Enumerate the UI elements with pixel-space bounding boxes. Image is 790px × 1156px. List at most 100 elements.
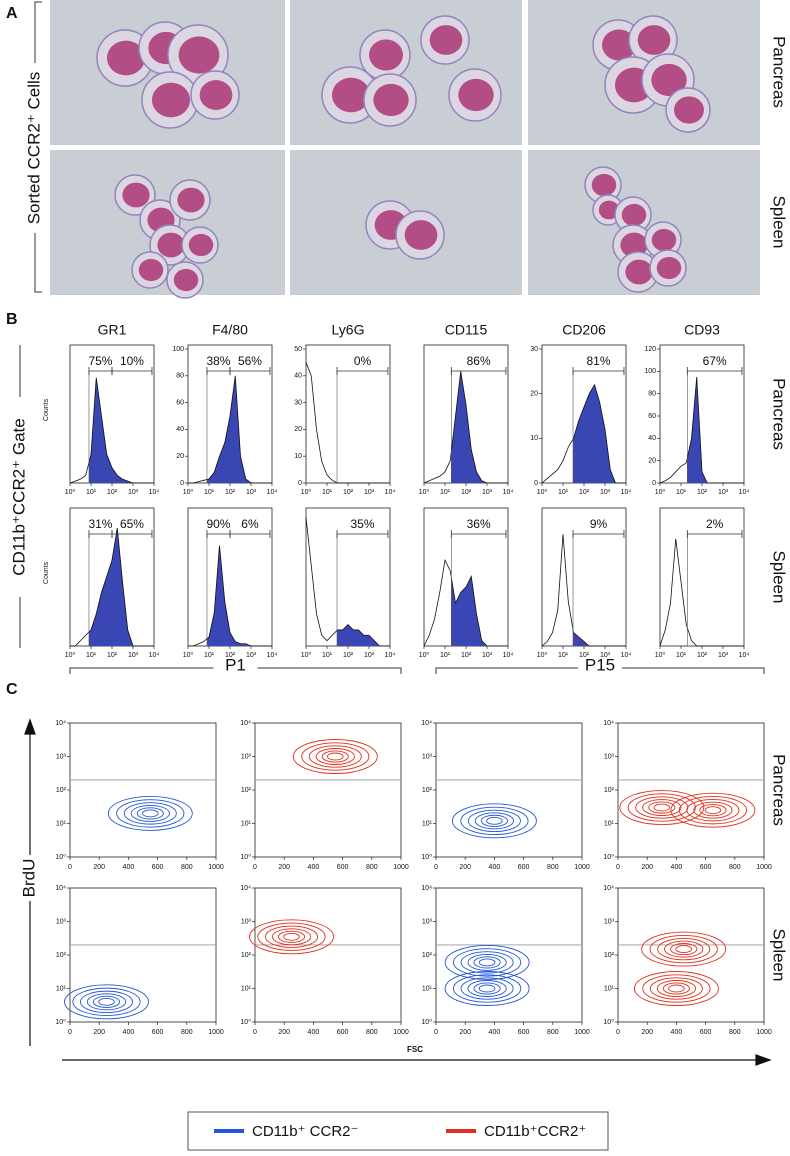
x-tick-label: 10² — [343, 652, 354, 659]
nucleus — [598, 200, 620, 220]
y-tick-label: 10¹ — [604, 820, 615, 827]
y-tick-label: 10¹ — [56, 985, 67, 992]
x-tick-label: 0 — [434, 1029, 438, 1036]
x-tick-label: 10⁰ — [419, 651, 430, 659]
row-label: Pancreas — [770, 754, 789, 826]
contour — [271, 928, 312, 946]
x-tick-label: 10⁴ — [739, 652, 750, 659]
y-tick-label: 10⁴ — [603, 885, 614, 892]
gate-label: 36% — [467, 517, 491, 531]
contour — [116, 799, 185, 828]
x-tick-label: 800 — [366, 1029, 378, 1036]
histogram — [541, 383, 626, 484]
label-background — [8, 397, 32, 597]
contour — [460, 806, 529, 835]
x-tick-label: 10¹ — [204, 652, 215, 659]
gate-bracket — [229, 530, 271, 538]
column-title: Ly6G — [332, 322, 365, 338]
nucleus — [122, 182, 150, 208]
counts-label-group: Counts — [43, 398, 50, 421]
contour — [107, 795, 193, 831]
nucleus — [656, 256, 682, 280]
y-axis-label-group: BrdU — [18, 855, 42, 901]
panel-label: A — [6, 5, 18, 22]
x-tick-label: 10⁴ — [149, 489, 160, 496]
x-tick-label: 10⁴ — [385, 652, 396, 659]
x-tick-label: 10² — [225, 489, 236, 496]
x-tick-label: 1000 — [393, 1029, 409, 1036]
nucleus — [651, 228, 677, 252]
histogram — [70, 528, 154, 647]
contour — [453, 974, 522, 1003]
nucleus — [106, 40, 146, 76]
contour — [473, 982, 501, 995]
counts-label: Counts — [43, 398, 50, 421]
x-tick-label: 200 — [93, 864, 105, 871]
contour — [653, 803, 671, 812]
contour — [453, 948, 522, 977]
x-tick-label: 0 — [68, 1029, 72, 1036]
nucleus — [458, 78, 494, 112]
nucleus — [369, 39, 403, 71]
x-tick-label: 10⁰ — [419, 488, 430, 496]
histogram — [188, 545, 272, 647]
plot-frame — [617, 722, 765, 858]
x-tick-label: 200 — [641, 864, 653, 871]
y-tick-label: 80 — [648, 391, 656, 398]
row-label-group: Spleen — [770, 196, 789, 249]
y-tick-label: 10² — [241, 952, 252, 959]
x-tick-label: 10² — [697, 652, 708, 659]
contour — [283, 932, 300, 941]
histogram — [541, 534, 626, 647]
x-tick-label: 600 — [152, 1029, 164, 1036]
x-tick-label: 10⁰ — [655, 488, 666, 496]
y-tick-label: 10² — [604, 952, 615, 959]
y-tick-label: 50 — [294, 346, 302, 353]
y-tick-label: 10⁴ — [421, 720, 432, 727]
contour — [249, 919, 334, 955]
y-tick-label: 30 — [294, 399, 302, 406]
y-tick-label: 10¹ — [241, 820, 252, 827]
contour — [668, 984, 685, 993]
x-tick-label: 400 — [489, 1029, 501, 1036]
x-tick-label: 10¹ — [440, 489, 451, 496]
plot-frame — [69, 887, 217, 1023]
x-tick-label: 0 — [434, 864, 438, 871]
contour — [693, 801, 733, 819]
x-tick-label: 0 — [253, 864, 257, 871]
counts-label-group: Counts — [43, 561, 50, 584]
y-tick-label: 80 — [176, 373, 184, 380]
x-tick-label: 400 — [123, 864, 135, 871]
row-label-group: Spleen — [770, 551, 789, 604]
y-tick-label: 0 — [298, 480, 302, 487]
contour — [86, 993, 127, 1011]
histogram — [659, 376, 744, 484]
y-tick-label: 10³ — [422, 753, 433, 760]
y-tick-label: 20 — [176, 453, 184, 460]
nucleus — [621, 203, 647, 227]
y-tick-label: 10⁴ — [603, 720, 614, 727]
x-tick-label: 10² — [461, 652, 472, 659]
contour — [72, 987, 141, 1016]
contour — [444, 944, 530, 980]
contour — [478, 984, 496, 993]
row-label: Spleen — [770, 551, 789, 604]
column-title: F4/80 — [212, 322, 248, 338]
label-background — [213, 658, 258, 678]
contour — [657, 937, 711, 961]
x-tick-label: 10¹ — [440, 652, 451, 659]
x-tick-label: 800 — [181, 864, 193, 871]
contour — [686, 799, 740, 822]
x-axis-label: FSC — [407, 1045, 423, 1054]
y-tick-label: 20 — [530, 391, 538, 398]
gate-bracket — [572, 367, 625, 375]
gate-label: 0% — [354, 354, 372, 368]
contour — [648, 801, 676, 814]
contour — [460, 951, 514, 974]
panel-label: B — [6, 311, 18, 328]
x-tick-label: 200 — [641, 1029, 653, 1036]
gate-bracket — [206, 530, 231, 538]
contour — [649, 977, 703, 1000]
y-tick-label: 10¹ — [604, 985, 615, 992]
